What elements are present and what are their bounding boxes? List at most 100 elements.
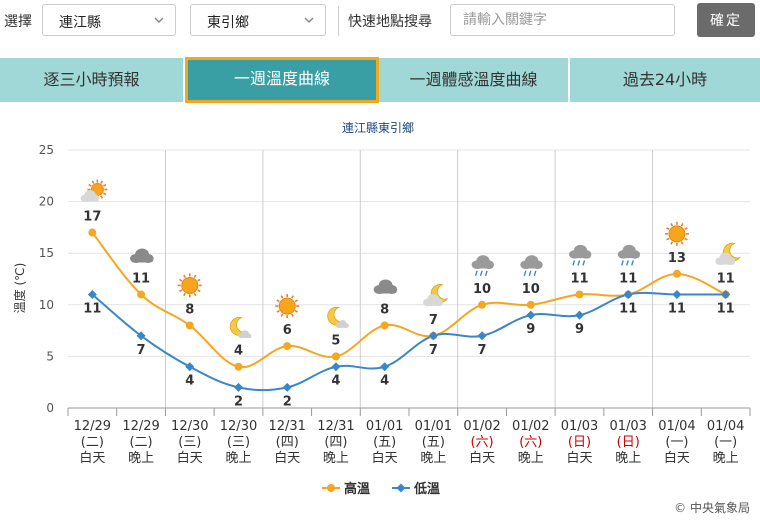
tab-week-feels[interactable]: 一週體感溫度曲線 bbox=[379, 58, 570, 102]
x-tick-date: 12/31 bbox=[317, 419, 354, 434]
high-temp-point bbox=[185, 321, 194, 330]
chevron-down-icon bbox=[304, 17, 314, 24]
x-axis-ticks: 12/29(二)白天12/29(二)晚上12/30(三)白天12/30(三)晚上… bbox=[74, 419, 745, 466]
low-temp-label: 2 bbox=[283, 394, 292, 409]
x-tick-date: 01/03 bbox=[609, 419, 646, 434]
sun-rays bbox=[664, 221, 689, 246]
x-tick-weekday: (三) bbox=[227, 435, 250, 450]
search-input[interactable] bbox=[450, 4, 675, 36]
tab-past-24h[interactable]: 過去24小時 bbox=[622, 70, 708, 89]
tab-week-temp[interactable]: 一週溫度曲線 bbox=[185, 57, 379, 103]
high-temp-label: 17 bbox=[83, 210, 101, 225]
sun-ray bbox=[294, 299, 299, 303]
moon-icon bbox=[327, 306, 349, 328]
legend-low-label: 低溫 bbox=[413, 481, 440, 497]
y-tick-label: 15 bbox=[39, 246, 54, 260]
low-temp-point bbox=[623, 289, 633, 299]
high-temp-point bbox=[575, 290, 584, 299]
sun-disc bbox=[278, 297, 296, 315]
sun-rays bbox=[275, 294, 300, 319]
x-tick-period: 晚上 bbox=[518, 451, 544, 466]
low-temp-point bbox=[282, 382, 292, 392]
cloud-part bbox=[423, 301, 443, 306]
sun-ray bbox=[666, 227, 670, 231]
x-tick-weekday: (六) bbox=[519, 435, 542, 450]
sun-ray bbox=[276, 299, 280, 303]
x-tick-period: 晚上 bbox=[713, 451, 739, 466]
cloud-part bbox=[374, 288, 397, 294]
tab-3hour[interactable]: 逐三小時預報 bbox=[0, 58, 185, 102]
x-tick-weekday: (二) bbox=[129, 435, 152, 450]
high-temp-point bbox=[526, 300, 535, 309]
high-temp-point bbox=[234, 362, 243, 371]
y-tick-label: 25 bbox=[39, 143, 54, 157]
high-temp-point bbox=[283, 342, 292, 351]
confirm-button[interactable]: 確定 bbox=[697, 3, 755, 37]
rain-drop bbox=[572, 260, 576, 266]
low-temp-point bbox=[428, 331, 438, 341]
x-tick-period: 白天 bbox=[372, 450, 398, 466]
series-line-low bbox=[91, 291, 726, 392]
sun-disc bbox=[181, 276, 199, 294]
sun-ray bbox=[291, 313, 294, 317]
rain-drop bbox=[577, 260, 581, 266]
high-temp-label: 10 bbox=[473, 282, 491, 297]
sun-ray bbox=[100, 195, 104, 199]
high-temp-label: 11 bbox=[619, 271, 637, 286]
filter-bar: 選擇 連江縣 東引鄉 快速地點搜尋 確定 bbox=[0, 0, 760, 42]
sunny-icon bbox=[177, 273, 202, 298]
low-temp-point bbox=[575, 310, 584, 320]
sun-ray bbox=[291, 295, 294, 299]
sun-ray bbox=[103, 183, 107, 187]
sun-ray bbox=[197, 278, 201, 282]
legend: 高溫 低溫 bbox=[322, 481, 440, 497]
cloudy-icon bbox=[373, 279, 398, 294]
x-tick-period: 白天 bbox=[566, 450, 592, 466]
high-temp-label: 11 bbox=[570, 271, 588, 286]
low-temp-point bbox=[331, 362, 341, 372]
rain-drop bbox=[621, 260, 624, 266]
low-temp-label: 4 bbox=[380, 374, 389, 389]
high-temp-label: 7 bbox=[429, 313, 438, 328]
x-tick-date: 12/29 bbox=[74, 419, 111, 434]
county-select[interactable]: 連江縣 bbox=[42, 4, 176, 36]
high-temp-label: 13 bbox=[668, 251, 686, 266]
x-tick-weekday: (日) bbox=[568, 435, 591, 450]
x-tick-date: 01/01 bbox=[415, 419, 452, 434]
y-tick-label: 0 bbox=[46, 401, 54, 415]
x-tick-date: 12/29 bbox=[122, 419, 159, 434]
cloud-part bbox=[521, 263, 543, 269]
high-temp-label: 10 bbox=[522, 282, 540, 297]
sun-ray bbox=[88, 183, 92, 187]
marks: 17 11 8 4 6 5 8 7 10 10 11 11 13 11 11 7 4 2 2 4 4 7 7 9 9 11 11 11 bbox=[83, 210, 734, 410]
township-select[interactable]: 東引鄉 bbox=[190, 4, 326, 36]
low-temp-label: 7 bbox=[137, 343, 146, 358]
x-tick-date: 01/02 bbox=[512, 419, 549, 434]
weather-icons bbox=[80, 179, 741, 339]
sun-ray bbox=[183, 292, 186, 297]
cloud-part bbox=[618, 253, 640, 259]
township-select-value: 東引鄉 bbox=[207, 15, 249, 31]
high-temp-point bbox=[672, 269, 681, 278]
sun-ray bbox=[670, 223, 674, 227]
low-temp-point bbox=[136, 331, 146, 341]
rain-drop bbox=[523, 270, 527, 277]
high-temp-label: 11 bbox=[132, 271, 150, 286]
high-temp-label: 4 bbox=[234, 344, 243, 359]
x-tick-date: 12/30 bbox=[220, 419, 257, 434]
low-temp-point bbox=[721, 289, 731, 299]
sun-ray bbox=[100, 180, 104, 184]
y-tick-label: 20 bbox=[39, 195, 54, 209]
sun-ray bbox=[276, 309, 280, 313]
sun-ray bbox=[684, 237, 688, 241]
high-temp-label: 8 bbox=[380, 302, 389, 317]
low-temp-label: 7 bbox=[478, 343, 487, 358]
rain-drop bbox=[484, 270, 488, 277]
x-tick-date: 01/04 bbox=[658, 419, 695, 434]
low-temp-label: 7 bbox=[429, 343, 438, 358]
cloud-part bbox=[131, 257, 154, 263]
low-temp-label: 4 bbox=[331, 374, 340, 389]
high-temp-label: 8 bbox=[185, 302, 194, 317]
x-tick-period: 晚上 bbox=[420, 451, 446, 466]
